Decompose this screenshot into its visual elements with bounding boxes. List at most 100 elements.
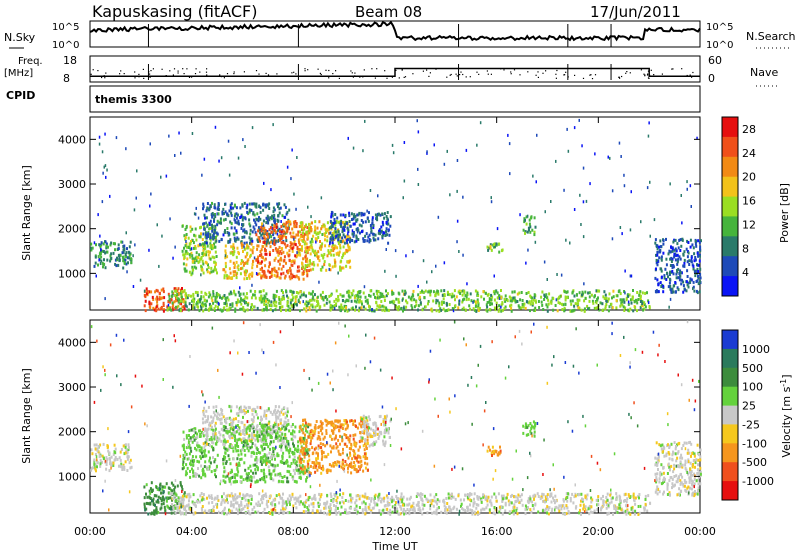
data-cell	[563, 188, 565, 192]
data-cell	[456, 189, 458, 193]
data-cell	[167, 486, 170, 490]
data-cell	[212, 434, 215, 438]
data-cell	[339, 243, 342, 247]
data-cell	[240, 240, 243, 244]
data-cell	[421, 308, 424, 312]
data-cell	[235, 443, 238, 447]
nave-dot	[293, 71, 295, 73]
data-cell	[364, 234, 367, 238]
y-tick-label: 1000	[58, 267, 86, 280]
data-cell	[110, 464, 113, 468]
data-cell	[216, 207, 219, 211]
data-cell	[154, 290, 157, 294]
data-cell	[686, 239, 689, 243]
data-cell	[674, 258, 677, 262]
data-cell	[105, 467, 108, 471]
data-cell	[209, 236, 212, 240]
data-cell	[260, 248, 263, 252]
data-cell	[315, 252, 318, 256]
data-cell	[252, 305, 255, 309]
data-cell	[473, 299, 475, 303]
data-cell	[257, 229, 260, 233]
data-cell	[294, 295, 297, 299]
data-cell	[298, 243, 301, 247]
data-cell	[683, 261, 686, 265]
data-cell	[283, 406, 286, 410]
data-cell	[263, 234, 266, 238]
data-cell	[167, 306, 170, 310]
data-cell	[97, 255, 100, 259]
data-cell	[252, 211, 255, 215]
data-cell	[274, 412, 277, 416]
nave-dot	[643, 73, 645, 75]
data-cell	[501, 301, 504, 305]
data-cell	[286, 480, 289, 484]
data-cell	[566, 296, 569, 300]
data-cell	[239, 458, 242, 461]
data-cell	[106, 258, 109, 262]
nave-dot	[319, 72, 321, 74]
data-cell	[360, 213, 363, 217]
nave-dot	[188, 76, 191, 78]
data-cell	[203, 222, 206, 226]
data-cell	[265, 423, 268, 427]
data-cell	[259, 418, 262, 422]
data-cell	[237, 420, 240, 423]
data-cell	[254, 471, 257, 475]
data-cell	[239, 286, 241, 290]
data-cell	[286, 414, 288, 418]
data-cell	[255, 425, 258, 429]
data-cell	[248, 439, 251, 443]
data-cell	[210, 445, 213, 449]
data-cell	[305, 306, 308, 309]
data-cell	[263, 294, 266, 298]
data-cell	[278, 252, 280, 256]
data-cell	[265, 299, 267, 303]
data-cell	[269, 410, 272, 414]
data-cell	[301, 245, 303, 249]
data-cell	[253, 293, 256, 297]
data-cell	[203, 454, 206, 458]
data-cell	[612, 295, 615, 299]
data-cell	[504, 294, 507, 298]
data-cell	[395, 305, 398, 309]
data-cell	[153, 509, 156, 513]
data-cell	[277, 235, 280, 239]
data-cell	[143, 496, 146, 500]
data-cell	[329, 226, 331, 230]
data-cell	[214, 245, 217, 249]
data-cell	[306, 430, 309, 434]
data-cell	[186, 457, 189, 461]
data-cell	[682, 284, 685, 288]
data-cell	[357, 213, 360, 217]
data-cell	[673, 255, 676, 259]
data-cell	[308, 228, 311, 232]
data-cell	[607, 309, 610, 313]
data-cell	[694, 239, 697, 243]
data-cell	[297, 233, 300, 237]
data-cell	[528, 228, 530, 232]
data-cell	[280, 480, 283, 484]
data-cell	[242, 306, 245, 309]
data-cell	[258, 434, 261, 438]
data-cell	[258, 296, 261, 300]
data-cell	[251, 283, 253, 287]
data-cell	[395, 274, 397, 278]
data-cell	[364, 307, 367, 311]
data-cell	[260, 233, 263, 237]
data-cell	[201, 268, 204, 272]
data-cell	[228, 209, 231, 213]
data-cell	[191, 467, 193, 471]
data-cell	[686, 187, 688, 191]
data-cell	[561, 302, 563, 306]
data-cell	[376, 215, 378, 219]
data-cell	[417, 130, 420, 134]
data-cell	[498, 304, 501, 308]
data-cell	[298, 464, 301, 468]
data-cell	[654, 290, 657, 293]
data-cell	[215, 475, 217, 479]
data-cell	[334, 227, 337, 231]
data-cell	[177, 292, 180, 295]
data-cell	[134, 243, 136, 247]
data-cell	[139, 278, 142, 282]
